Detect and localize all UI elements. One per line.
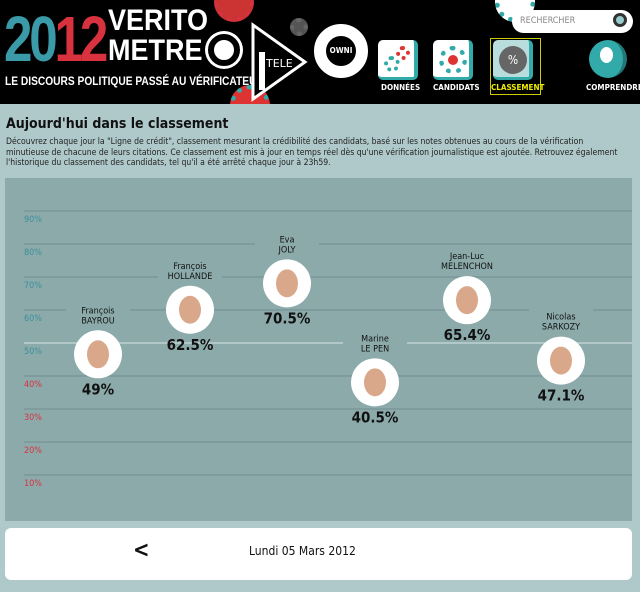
nav-candidats-label[interactable]: CANDIDATS [433,83,480,92]
candidate-score: 47.1% [538,387,585,405]
nav-classement-label[interactable]: CLASSEMENT [491,83,545,92]
percent-gear-icon: % [499,46,527,74]
candidate-last-name: JOLY [277,245,295,255]
target-gear-icon [439,46,467,74]
y-tick-label: 60% [24,314,42,324]
candidate-last-name: HOLLANDE [168,272,213,282]
nav-comprendre-button[interactable] [589,40,627,78]
y-tick-label: 10% [24,479,42,489]
y-tick-label: 70% [24,281,42,291]
label-bg [343,330,407,355]
face-icon [276,269,298,298]
face-icon [179,295,201,324]
candidate-last-name: SARKOZY [542,323,580,333]
credibility-ranking-chart: 90% 80% 70% 60% 50% 40% 30% 20% 10% François BAYRO… [5,178,632,521]
label-bg [435,248,499,273]
key-icon [208,34,240,66]
tagline: LE DISCOURS POLITIQUE PASSÉ AU VÉRIFICAT… [5,74,264,88]
current-date: Lundi 05 Mars 2012 [249,544,356,558]
candidate-first-name: Marine [361,334,389,344]
candidate-score: 40.5% [352,408,399,426]
face-icon [456,286,478,315]
nav-classement-button[interactable]: % [493,40,533,80]
nav-donnees-label[interactable]: DONNÉES [381,83,421,92]
y-tick-label: 50% [24,347,42,357]
logo-wordmark: VERITO METRE [108,4,209,67]
search-icon[interactable] [613,13,627,27]
y-tick-label: 20% [24,446,42,456]
logo[interactable]: 2012 [4,3,108,75]
face-icon [364,368,386,397]
label-bg [529,308,593,333]
candidate-first-name: François [81,306,114,316]
candidate-score: 62.5% [167,336,214,354]
candidate-score: 49% [82,380,115,398]
lightbulb-icon [600,47,613,63]
y-tick-label: 30% [24,413,42,423]
gear-icon [396,46,410,60]
gear-icon [214,0,254,22]
candidate-score: 70.5% [264,309,311,327]
candidate-first-name: François [173,262,206,272]
face-icon [87,340,109,369]
label-bg [158,257,222,282]
y-tick-label: 80% [24,248,42,258]
candidate-score: 65.4% [444,326,491,344]
face-icon [550,346,572,375]
date-navigator: < Lundi 05 Mars 2012 [5,528,632,580]
svg-text:TELE: TELE [265,57,293,70]
itele-logo[interactable]: TELE [250,22,308,102]
candidate-first-name: Jean-Luc [449,252,484,262]
previous-day-button[interactable]: < [133,538,150,563]
candidate-last-name: BAYROU [81,316,114,326]
candidate-first-name: Nicolas [546,313,575,323]
header: 2012 VERITO METRE LE DISCOURS POLITIQUE P… [0,0,640,104]
label-bg [255,231,319,256]
chart-svg: 90%80%70%60%50%40%30%20%10%FrançoisBAYRO… [24,210,632,489]
search-input[interactable]: RECHERCHER [512,10,633,33]
page-title: Aujourd'hui dans le classement [6,116,229,132]
gear-icon [290,18,308,36]
candidate-last-name: MELENCHON [441,262,493,272]
y-tick-label: 40% [24,380,42,390]
candidate-last-name: LE PEN [361,344,389,354]
nav-candidats-button[interactable] [433,40,473,80]
intro-text: Découvrez chaque jour la "Ligne de crédi… [6,137,618,168]
y-tick-label: 90% [24,215,42,225]
nav-classement-active[interactable] [490,38,541,95]
candidate-first-name: Eva [280,235,295,245]
gears-icon [384,56,400,72]
nav-donnees-button[interactable] [378,40,418,80]
owni-logo[interactable]: OWNI [314,24,368,78]
label-bg [66,302,130,327]
nav-comprendre-label[interactable]: COMPRENDRE [586,83,640,92]
